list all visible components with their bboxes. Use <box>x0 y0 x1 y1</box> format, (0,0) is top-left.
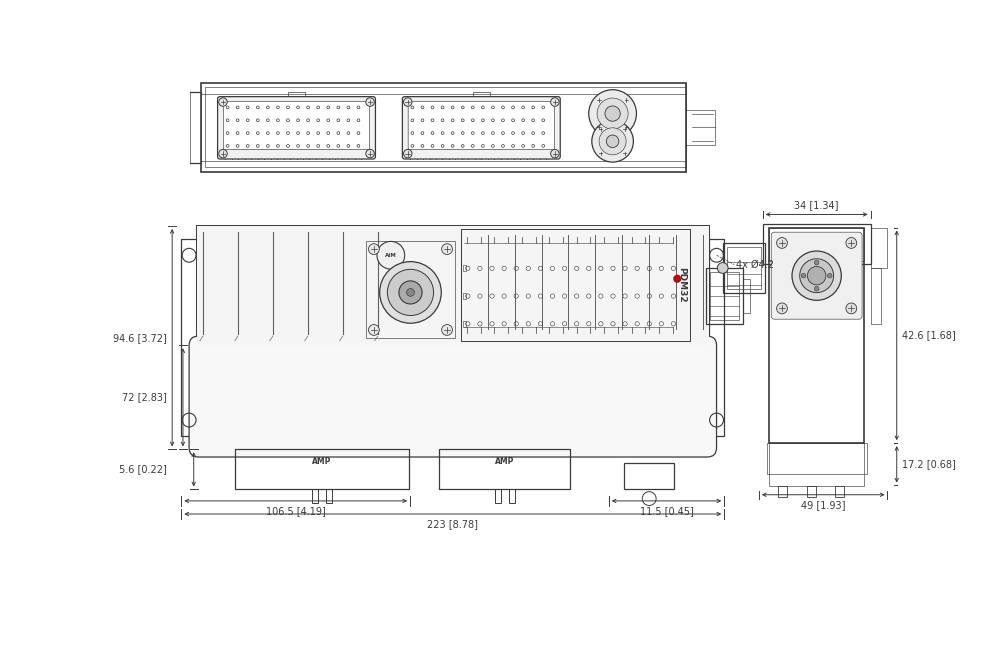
Circle shape <box>442 244 452 255</box>
Circle shape <box>807 266 826 285</box>
Bar <box>463 293 466 299</box>
Circle shape <box>369 324 379 335</box>
Circle shape <box>801 273 806 278</box>
Circle shape <box>407 288 414 296</box>
Text: 17.2 [0.68]: 17.2 [0.68] <box>902 459 956 470</box>
Circle shape <box>814 261 819 265</box>
Circle shape <box>827 273 832 278</box>
Bar <box>197 377 208 418</box>
Circle shape <box>366 98 374 106</box>
Circle shape <box>846 237 857 248</box>
Bar <box>624 463 674 490</box>
Text: 106.5 [4.19]: 106.5 [4.19] <box>266 506 326 516</box>
Bar <box>778 486 787 497</box>
Circle shape <box>599 128 626 155</box>
Circle shape <box>777 303 787 313</box>
FancyBboxPatch shape <box>223 102 370 150</box>
Circle shape <box>606 135 619 148</box>
Circle shape <box>589 90 636 137</box>
Text: AMP: AMP <box>312 457 332 466</box>
Circle shape <box>219 150 227 158</box>
Circle shape <box>380 262 441 323</box>
Text: AiM: AiM <box>385 253 397 258</box>
Bar <box>197 226 709 345</box>
Bar <box>509 490 515 503</box>
Bar <box>767 443 867 474</box>
Bar <box>495 490 501 503</box>
Bar <box>769 228 864 261</box>
FancyBboxPatch shape <box>402 97 560 159</box>
Circle shape <box>551 150 559 158</box>
Bar <box>461 229 690 341</box>
Circle shape <box>605 106 620 121</box>
Circle shape <box>814 286 819 291</box>
Bar <box>288 92 305 97</box>
Text: AMP: AMP <box>495 457 514 466</box>
Circle shape <box>369 244 379 255</box>
Bar <box>235 450 409 490</box>
Circle shape <box>597 98 628 129</box>
Text: 5.6 [0.22]: 5.6 [0.22] <box>119 464 167 474</box>
Bar <box>439 450 570 490</box>
Bar <box>763 224 871 264</box>
Bar <box>190 92 201 163</box>
Bar <box>463 265 466 272</box>
Bar <box>205 88 686 168</box>
Bar <box>769 443 864 486</box>
Circle shape <box>846 303 857 313</box>
Circle shape <box>592 121 633 162</box>
Circle shape <box>404 150 412 158</box>
Bar <box>181 239 197 436</box>
Bar <box>686 110 715 145</box>
Bar <box>769 228 864 443</box>
FancyBboxPatch shape <box>189 336 717 457</box>
FancyBboxPatch shape <box>771 232 862 319</box>
Bar <box>366 241 455 338</box>
Bar <box>710 272 739 320</box>
Circle shape <box>792 251 841 301</box>
Circle shape <box>442 324 452 335</box>
Text: 94.6 [3.72]: 94.6 [3.72] <box>113 333 167 342</box>
Bar <box>197 226 709 450</box>
Bar <box>871 228 887 268</box>
Bar <box>473 92 490 97</box>
Text: 72 [2.83]: 72 [2.83] <box>122 392 167 402</box>
Circle shape <box>219 98 227 106</box>
Bar <box>727 247 761 289</box>
Circle shape <box>366 150 374 158</box>
Text: 4x Ø4.2: 4x Ø4.2 <box>736 259 774 270</box>
Bar <box>697 377 709 418</box>
Bar <box>709 239 724 436</box>
FancyBboxPatch shape <box>218 97 375 159</box>
Circle shape <box>551 98 559 106</box>
Circle shape <box>777 237 787 248</box>
Bar <box>743 279 750 313</box>
Bar <box>706 268 743 324</box>
Text: 223 [8.78]: 223 [8.78] <box>427 519 478 530</box>
Text: 49 [1.93]: 49 [1.93] <box>801 500 845 510</box>
Text: 42.6 [1.68]: 42.6 [1.68] <box>902 330 956 341</box>
Circle shape <box>387 270 434 315</box>
Bar <box>326 490 332 503</box>
Bar <box>807 486 816 497</box>
Circle shape <box>800 259 834 293</box>
Bar <box>312 490 318 503</box>
Bar <box>723 243 765 293</box>
Circle shape <box>404 98 412 106</box>
Bar <box>871 268 881 324</box>
Bar <box>201 83 686 172</box>
Circle shape <box>377 241 405 269</box>
Circle shape <box>399 281 422 304</box>
Circle shape <box>717 263 728 273</box>
Circle shape <box>673 275 681 283</box>
Text: 34 [1.34]: 34 [1.34] <box>794 200 839 210</box>
Bar <box>835 486 844 497</box>
FancyBboxPatch shape <box>408 102 554 150</box>
Text: 11.5 [0.45]: 11.5 [0.45] <box>640 506 693 516</box>
Text: PDM32: PDM32 <box>677 267 686 303</box>
Bar <box>463 321 466 327</box>
